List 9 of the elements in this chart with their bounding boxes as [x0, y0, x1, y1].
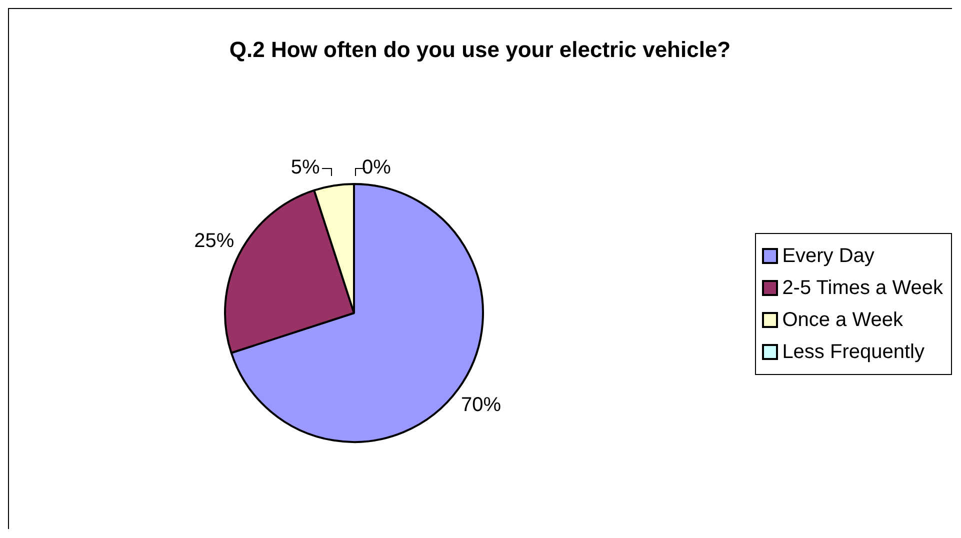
data-label: 5%: [290, 156, 320, 179]
legend-label: Once a Week: [782, 308, 903, 332]
data-label: 70%: [461, 394, 502, 416]
chart-title: Q.2 How often do you use your electric vehicle?: [229, 37, 731, 62]
legend-label: Every Day: [782, 244, 874, 268]
legend-label: 2-5 Times a Week: [782, 276, 943, 300]
legend-label: Less Frequently: [782, 340, 924, 364]
data-label: 25%: [194, 230, 234, 252]
text: 0%: [362, 156, 391, 179]
